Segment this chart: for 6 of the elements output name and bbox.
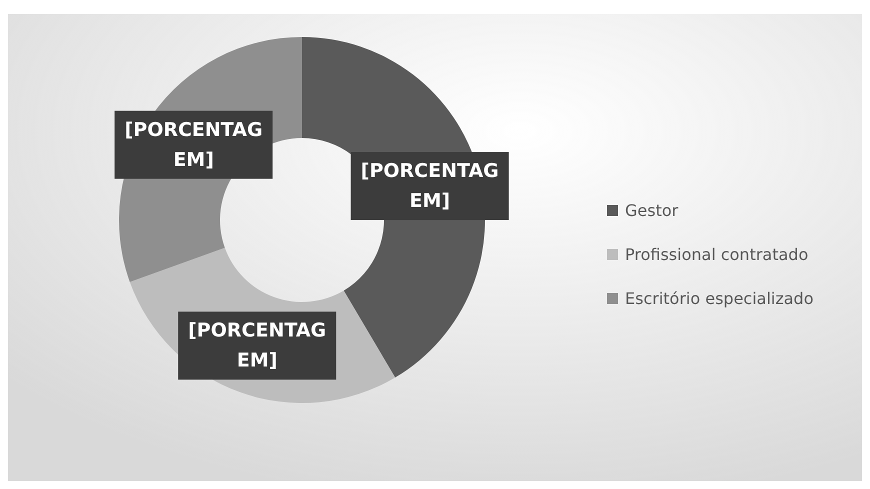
data-label: [PORCENTAGEM]: [360, 160, 499, 212]
legend-label: Profissional contratado: [625, 245, 808, 264]
legend-label: Escritório especializado: [625, 289, 814, 308]
data-label: [PORCENTAGEM]: [124, 118, 263, 171]
data-label: [PORCENTAGEM]: [188, 320, 326, 372]
legend-label: Gestor: [625, 201, 679, 220]
